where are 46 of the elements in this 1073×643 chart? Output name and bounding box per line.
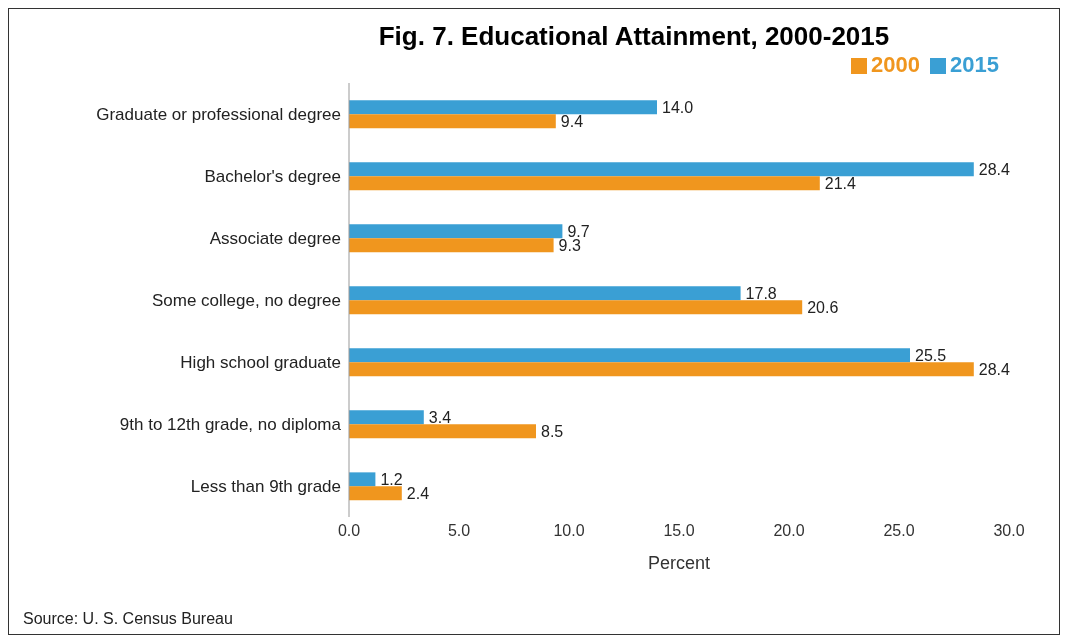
- bar: [349, 100, 657, 115]
- x-tick-label: 15.0: [663, 522, 695, 540]
- data-label: 1.2: [380, 471, 403, 489]
- x-axis-title: Percent: [647, 553, 711, 573]
- bar: [349, 486, 402, 501]
- y-tick-label: Bachelor's degree: [204, 167, 341, 187]
- x-tick-label: 5.0: [447, 522, 471, 540]
- bar: [349, 286, 741, 301]
- data-label: 9.3: [558, 237, 581, 255]
- x-tick-label: 10.0: [553, 522, 585, 540]
- source-note: Source: U. S. Census Bureau: [23, 610, 233, 628]
- bar: [349, 410, 424, 425]
- bar: [349, 472, 376, 487]
- bar: [349, 362, 974, 377]
- data-label: 17.8: [745, 285, 777, 303]
- bar: [349, 162, 974, 177]
- data-label: 28.4: [978, 361, 1011, 379]
- data-label: 25.5: [915, 347, 947, 365]
- y-tick-label: Less than 9th grade: [190, 477, 341, 497]
- data-label: 2.4: [406, 485, 430, 503]
- bar: [349, 348, 910, 363]
- x-tick-label: 25.0: [883, 522, 915, 540]
- y-tick-label: Associate degree: [209, 229, 341, 249]
- bar: [349, 224, 563, 239]
- bar: [349, 238, 554, 253]
- x-tick-label: 0.0: [337, 522, 361, 540]
- bar: [349, 300, 803, 315]
- data-label: 8.5: [541, 423, 564, 441]
- legend-label: 2015: [950, 52, 999, 77]
- legend-label: 2000: [871, 52, 921, 77]
- data-label: 3.4: [428, 409, 452, 427]
- bar: [349, 176, 820, 191]
- y-tick-label: Graduate or professional degree: [96, 105, 341, 125]
- y-tick-label: 9th to 12th grade, no diploma: [119, 415, 342, 435]
- data-label: 20.6: [807, 299, 839, 317]
- x-tick-label: 20.0: [773, 522, 805, 540]
- data-label: 21.4: [824, 175, 857, 193]
- bar: [349, 424, 536, 439]
- data-label: 9.4: [560, 113, 584, 131]
- data-label: 28.4: [978, 161, 1011, 179]
- data-label: 14.0: [662, 99, 694, 117]
- bar: [349, 114, 556, 129]
- chart-title: Fig. 7. Educational Attainment, 2000-2015: [377, 21, 891, 52]
- x-tick-label: 30.0: [993, 522, 1025, 540]
- y-tick-label: High school graduate: [180, 353, 341, 373]
- y-tick-label: Some college, no degree: [151, 291, 341, 311]
